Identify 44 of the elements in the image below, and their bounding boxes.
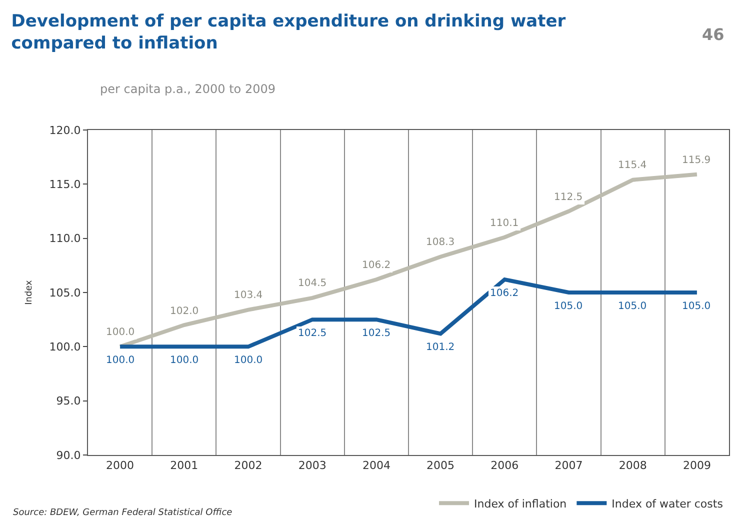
- data-label: 102.5: [362, 328, 391, 339]
- y-tick-label: 110.0: [49, 232, 81, 246]
- source-note: Source: BDEW, German Federal Statistical Office: [13, 508, 233, 518]
- y-tick-label: 90.0: [56, 448, 81, 462]
- legend-label: Index of inflation: [474, 497, 567, 510]
- y-axis-title: Index: [24, 279, 35, 305]
- y-tick-label: 120.0: [49, 124, 81, 137]
- data-label: 105.0: [682, 301, 711, 312]
- data-label: 103.4: [234, 290, 263, 301]
- data-label: 105.0: [554, 301, 583, 312]
- text: 46: [702, 25, 724, 44]
- data-label: 100.0: [170, 355, 199, 366]
- y-tick-label: 95.0: [56, 394, 81, 408]
- x-tick-label: 2000: [106, 459, 134, 472]
- data-label: 108.3: [426, 237, 455, 248]
- data-label: 115.9: [682, 155, 711, 166]
- x-tick-label: 2006: [490, 459, 519, 472]
- x-tick-label: 2007: [554, 459, 583, 472]
- data-label: 101.2: [426, 342, 455, 353]
- legend-label: Index of water costs: [612, 497, 724, 510]
- chart-title: Development of per capita expenditure on drinking water compared to inflation: [11, 11, 566, 54]
- data-label: 115.4: [618, 160, 647, 171]
- data-label: 102.0: [170, 306, 199, 317]
- x-tick-label: 2008: [618, 459, 647, 472]
- data-label: 100.0: [106, 355, 135, 366]
- x-tick-label: 2009: [682, 459, 711, 472]
- data-label: 106.2: [362, 260, 391, 271]
- y-tick-label: 105.0: [49, 286, 81, 300]
- y-tick-label: 100.0: [49, 340, 81, 354]
- chart-subtitle: per capita p.a., 2000 to 2009: [100, 82, 276, 96]
- data-label: 106.2: [490, 288, 519, 299]
- data-label: 100.0: [106, 327, 135, 338]
- x-tick-label: 2001: [170, 459, 198, 472]
- data-label: 102.5: [298, 328, 327, 339]
- x-tick-label: 2005: [426, 459, 455, 472]
- x-tick-label: 2004: [362, 459, 390, 472]
- data-label: 110.1: [490, 218, 519, 229]
- x-tick-label: 2002: [234, 459, 262, 472]
- x-tick-label: 2003: [298, 459, 326, 472]
- y-tick-label: 115.0: [49, 178, 81, 192]
- data-label: 100.0: [234, 355, 263, 366]
- data-label: 105.0: [618, 301, 647, 312]
- data-label: 112.5: [554, 192, 583, 203]
- data-label: 104.5: [298, 278, 327, 289]
